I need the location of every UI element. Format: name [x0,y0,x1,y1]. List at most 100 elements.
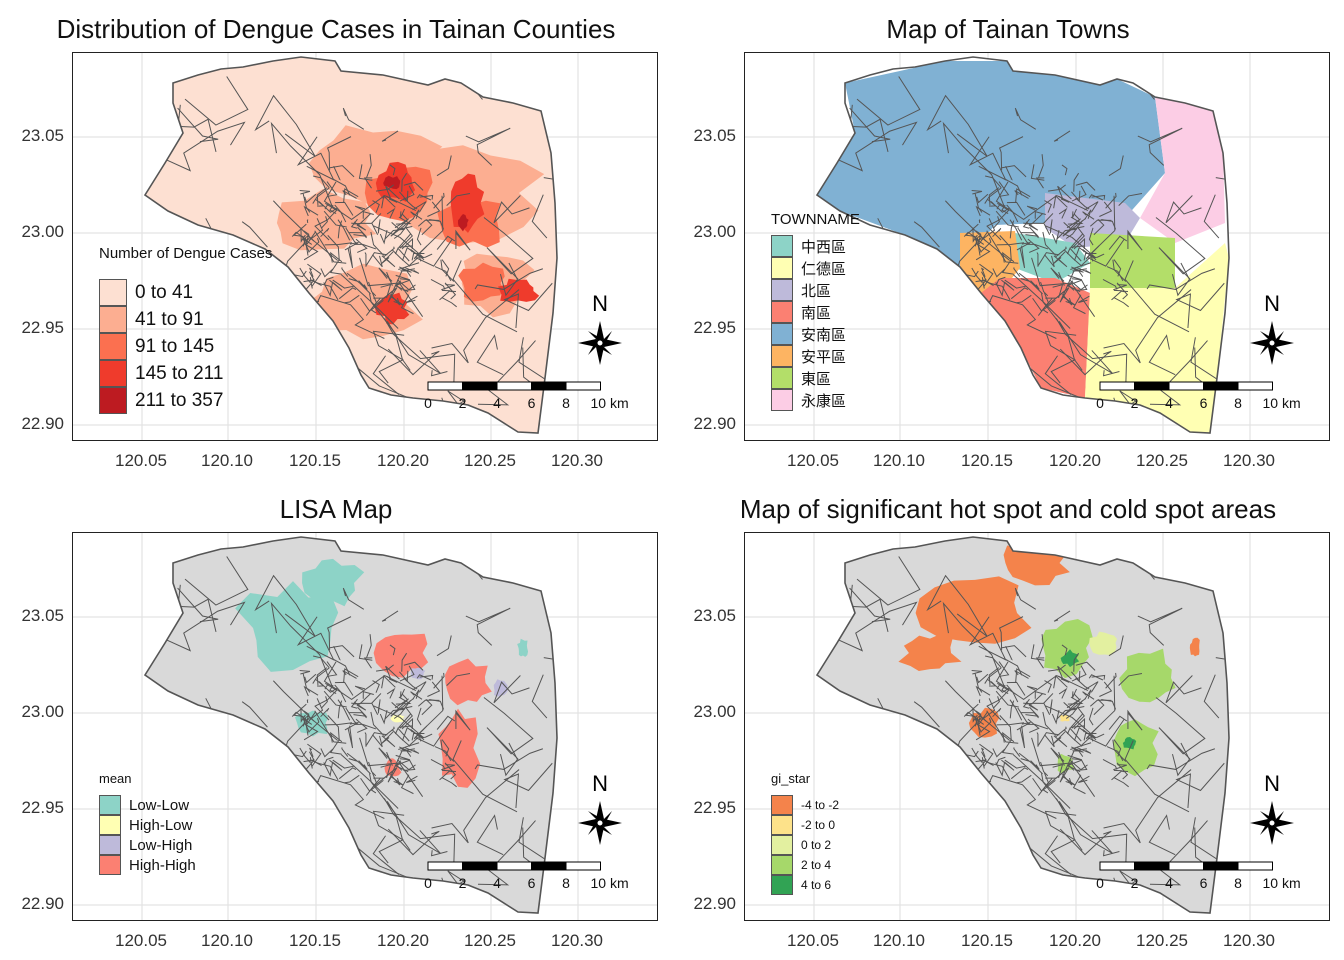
village-boundary [180,756,241,807]
village-boundary [835,601,918,652]
map-region [1122,736,1137,750]
village-boundary [1058,271,1065,286]
village-boundary [1022,698,1030,709]
village-boundary [391,776,404,786]
village-boundary [499,742,519,777]
village-boundary [386,687,396,699]
village-boundary [1108,715,1128,730]
map-region [968,707,1000,738]
village-boundary [301,717,313,733]
village-boundary [342,670,357,679]
scale-label: 10 km [591,395,629,411]
village-boundary [980,698,996,721]
village-boundary [1013,747,1021,757]
village-boundary [393,700,411,719]
village-boundary [379,709,388,725]
village-boundary [1051,229,1060,245]
village-boundary [321,216,328,229]
village-boundary [1010,287,1029,300]
legend-title: gi_star [771,771,811,786]
x-tick-label: 120.25 [1136,931,1188,950]
village-boundary [1127,709,1143,731]
village-boundary [1108,635,1124,657]
village-boundary [421,699,433,716]
village-boundary [433,672,445,689]
legend-label: 中西區 [801,238,847,256]
village-boundary [366,154,372,178]
village-boundary [972,707,978,723]
village-boundary [1088,674,1104,681]
village-boundary [1001,259,1014,275]
village-boundary [1058,195,1070,203]
village-boundary [1186,57,1201,74]
north-arrow-icon: N [1250,291,1294,365]
village-boundary [975,243,991,261]
village-boundary [1014,587,1037,610]
map-region [1113,719,1159,777]
legend-item: Low-High [99,835,192,855]
legend-item: 0 to 41 [99,279,193,306]
map-frame: N 0 2 4 6 8 10 km Number of Dengue Cases 0 to 41… [72,52,658,441]
village-boundary [378,747,393,762]
village-boundary [315,198,325,207]
village-boundary [900,370,913,402]
north-arrow-icon: N [578,291,622,365]
village-boundary [962,763,976,776]
village-boundary [993,696,1000,709]
village-boundary [1038,154,1044,178]
village-boundary [986,710,1019,744]
village-boundary [997,202,1010,222]
village-boundary [394,760,409,773]
village-boundary [308,698,324,721]
village-boundary [845,787,902,844]
map-region [373,633,429,678]
village-boundary [1076,747,1092,754]
village-boundary [455,229,471,251]
village-boundary [337,700,343,719]
village-boundary [391,296,404,306]
village-boundary [427,681,441,697]
scale-label: 0 [1096,875,1104,891]
village-boundary [975,685,991,697]
village-boundary [1057,665,1072,680]
village-boundary [1108,155,1124,177]
village-boundary [474,748,544,770]
village-boundary [1052,283,1064,299]
village-boundary [327,616,352,651]
panel-town-map: Map of Tainan Towns N 0 2 4 6 8 10 km TOWNNAME 中… [672,0,1344,480]
village-boundary [300,707,306,723]
legend-item: 2 to 4 [771,855,831,875]
village-boundary [403,279,416,292]
village-boundary [1083,732,1097,741]
village-boundary [1006,204,1019,223]
village-boundary [372,835,400,875]
village-boundary [1069,713,1085,728]
village-boundary [177,107,219,143]
village-boundary [399,706,413,729]
village-boundary [347,245,354,269]
legend-swatch [771,301,793,323]
x-tick-label: 120.25 [1136,451,1188,470]
village-boundary [971,190,983,195]
village-boundary [363,657,373,669]
village-boundary [986,699,1002,721]
x-tick-label: 120.15 [961,451,1013,470]
village-boundary [394,693,409,709]
village-boundary [1105,192,1117,209]
village-boundary [308,218,324,241]
village-boundary [1042,711,1057,736]
village-boundary [1049,699,1053,714]
village-boundary [365,772,377,796]
village-boundary [1053,130,1071,142]
village-boundary [344,774,360,784]
village-boundary [418,219,440,227]
village-boundary [446,192,471,207]
village-boundary [477,864,510,886]
village-boundary [1025,221,1039,231]
village-boundary [1093,699,1105,716]
village-boundary [353,701,367,711]
village-boundary [1073,652,1080,672]
village-boundary [372,734,383,748]
village-boundary [1075,279,1088,292]
scale-bar: 0 2 4 6 8 10 km [424,381,629,411]
